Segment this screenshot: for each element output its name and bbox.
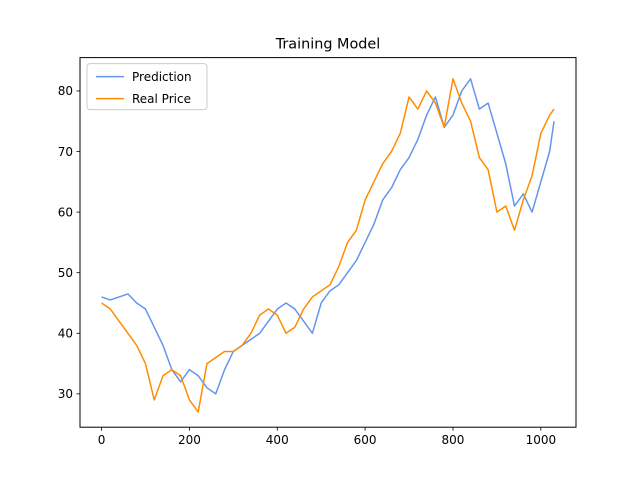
legend-label-1: Real Price — [132, 92, 191, 106]
y-axis: 30 40 50 60 70 80 — [58, 84, 80, 401]
x-tick-label-0: 0 — [98, 433, 106, 447]
y-tick-label-1: 40 — [58, 327, 73, 341]
y-tick-label-0: 30 — [58, 387, 73, 401]
x-axis: 0 200 400 600 800 1000 — [98, 427, 556, 447]
y-tick-label-2: 50 — [58, 266, 73, 280]
x-tick-label-5: 1000 — [526, 433, 557, 447]
y-tick-label-4: 70 — [58, 145, 73, 159]
x-tick-label-4: 800 — [442, 433, 465, 447]
legend-label-0: Prediction — [132, 70, 192, 84]
y-tick-label-5: 80 — [58, 84, 73, 98]
legend: Prediction Real Price — [86, 63, 208, 111]
series-line-0 — [101, 78, 555, 395]
x-tick-label-1: 200 — [178, 433, 201, 447]
series-layer — [101, 78, 555, 413]
x-tick-label-2: 400 — [266, 433, 289, 447]
plot-frame — [79, 57, 577, 428]
y-tick-label-3: 60 — [58, 205, 73, 219]
series-line-1 — [101, 78, 555, 413]
x-tick-label-3: 600 — [354, 433, 377, 447]
chart-title: Training Model — [275, 37, 381, 53]
